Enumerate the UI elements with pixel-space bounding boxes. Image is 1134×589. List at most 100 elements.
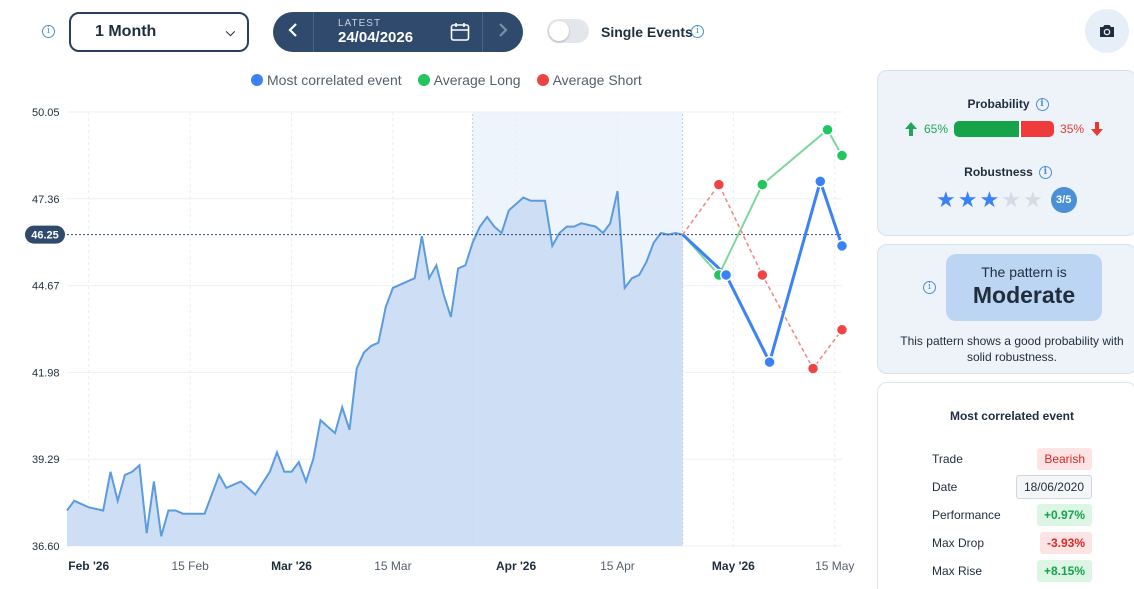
event-title: Most correlated event: [949, 409, 1075, 423]
arrow-down-icon: [1091, 122, 1104, 136]
star-icon: ★: [1001, 187, 1021, 212]
x-tick-label: 15 May: [815, 559, 854, 573]
date-navigator: LATEST 24/04/2026: [273, 12, 523, 52]
event-row-label: Max Drop: [932, 536, 985, 550]
info-icon[interactable]: i: [691, 25, 704, 38]
series-point-2: [756, 268, 769, 282]
pattern-strength: Moderate: [972, 282, 1076, 308]
event-row-value: +8.15%: [1036, 560, 1092, 582]
legend-label: Average Short: [552, 72, 642, 88]
y-tick-label: 50.05: [32, 107, 60, 119]
robustness-badge: 3/5: [1050, 187, 1077, 213]
series-point-0: [814, 175, 827, 188]
y-tick-label: 44.67: [32, 281, 60, 293]
star-icon: ★: [979, 187, 1000, 212]
y-tick-label: 47.36: [32, 194, 60, 206]
legend-dot: [536, 74, 549, 86]
x-tick-label: 15 Feb: [171, 559, 209, 573]
probability-heading: Probability i: [878, 97, 1134, 111]
probability-card: Probability i 65% 35% Robustness i ★ ★ ★…: [877, 70, 1134, 236]
x-tick-label: Feb '26: [68, 559, 109, 573]
star-icon: ★: [936, 187, 956, 212]
pattern-card: i The pattern is Moderate This pattern s…: [877, 244, 1134, 374]
series-point-1: [835, 149, 849, 162]
series-point-2: [835, 323, 849, 337]
x-tick-label: Mar '26: [271, 559, 312, 573]
calendar-icon: [450, 23, 470, 41]
event-table: Trade Bearish Date 18/06/2020 Performanc…: [932, 445, 1092, 585]
chevron-down-icon: ⌵: [225, 24, 235, 39]
y-tick-label: 36.60: [32, 541, 60, 553]
series-point-2: [806, 362, 820, 375]
robustness-stars: ★ ★ ★ ★ ★ 3/5: [936, 187, 1077, 213]
event-row-value: Bearish: [1037, 448, 1092, 470]
event-row-label: Date: [932, 480, 958, 494]
pattern-description: This pattern shows a good probability wi…: [900, 334, 1124, 364]
chart-legend: Most correlated event Average Long Avera…: [251, 72, 642, 88]
legend-dot: [417, 74, 430, 86]
y-tick-label: 41.98: [32, 367, 60, 379]
x-tick-label: Apr '26: [496, 559, 537, 573]
pattern-strength-box: The pattern is Moderate: [946, 254, 1102, 321]
camera-icon: [1100, 25, 1114, 37]
probability-bar-short: [1019, 121, 1055, 137]
event-row-label: Performance: [932, 508, 1001, 522]
period-select-value: 1 Month: [95, 23, 157, 40]
single-events-label: Single Events: [601, 24, 693, 40]
series-line-1: [681, 128, 843, 277]
probability-short-label: 35%: [1060, 122, 1085, 136]
screenshot-button[interactable]: [1085, 9, 1129, 53]
event-row-label: Trade: [932, 452, 963, 466]
robustness-title: Robustness: [964, 165, 1033, 179]
chevron-left-icon: [288, 23, 297, 37]
legend-item-most-correlated[interactable]: Most correlated event: [251, 72, 402, 88]
star-icon: ★: [1022, 187, 1043, 212]
date-picker[interactable]: LATEST 24/04/2026: [313, 12, 483, 52]
price-chart[interactable]: 50.05 47.36 44.67 41.98 39.29 36.60 Feb '26 15 …: [0, 95, 860, 589]
probability-row: 65% 35%: [904, 121, 1104, 137]
legend-label: Most correlated event: [267, 72, 402, 88]
series-point-0: [835, 239, 849, 253]
chevron-right-icon: [499, 23, 508, 37]
x-tick-label: May '26: [712, 559, 755, 573]
legend-dot: [251, 74, 263, 86]
current-price-label: 46.25: [31, 230, 59, 242]
series-point-2: [712, 178, 726, 191]
current-price-badge: [25, 225, 65, 244]
event-row-date: Date 18/06/2020: [932, 473, 1092, 501]
next-date-button[interactable]: [483, 12, 523, 52]
legend-item-average-short[interactable]: Average Short: [536, 72, 642, 88]
legend-label: Average Long: [433, 72, 521, 88]
series-point-1: [756, 178, 769, 191]
x-tick-label: 15 Mar: [374, 559, 411, 573]
event-row-max-drop: Max Drop -3.93%: [932, 529, 1092, 557]
series-point-0: [719, 268, 733, 282]
arrow-up-icon: [905, 122, 917, 136]
info-icon[interactable]: i: [1038, 165, 1052, 179]
info-icon[interactable]: i: [1035, 97, 1049, 111]
single-events-toggle[interactable]: [547, 19, 589, 43]
event-row-label: Max Rise: [932, 564, 983, 578]
history-area: [67, 191, 683, 546]
event-card: Most correlated event Trade Bearish Date…: [877, 382, 1134, 589]
legend-item-average-long[interactable]: Average Long: [417, 72, 521, 88]
pattern-prefix: The pattern is: [981, 264, 1067, 280]
period-select[interactable]: 1 Month ⌵: [69, 12, 249, 52]
event-row-performance: Performance +0.97%: [932, 501, 1092, 529]
date-caption: LATEST: [338, 18, 382, 29]
y-tick-label: 39.29: [32, 454, 60, 466]
date-value: 24/04/2026: [338, 29, 414, 46]
event-row-value: -3.93%: [1039, 532, 1092, 554]
series-point-1: [821, 123, 834, 136]
probability-bar: [954, 121, 1055, 137]
series-point-0: [763, 355, 776, 369]
probability-title: Probability: [967, 97, 1030, 111]
info-icon[interactable]: i: [923, 281, 936, 294]
previous-date-button[interactable]: [273, 12, 313, 52]
star-icon: ★: [957, 187, 978, 212]
info-icon[interactable]: i: [42, 25, 55, 38]
x-tick-label: 15 Apr: [600, 559, 635, 573]
event-row-max-rise: Max Rise +8.15%: [932, 557, 1092, 585]
event-row-value: +0.97%: [1036, 504, 1092, 526]
history-line: [66, 190, 683, 537]
